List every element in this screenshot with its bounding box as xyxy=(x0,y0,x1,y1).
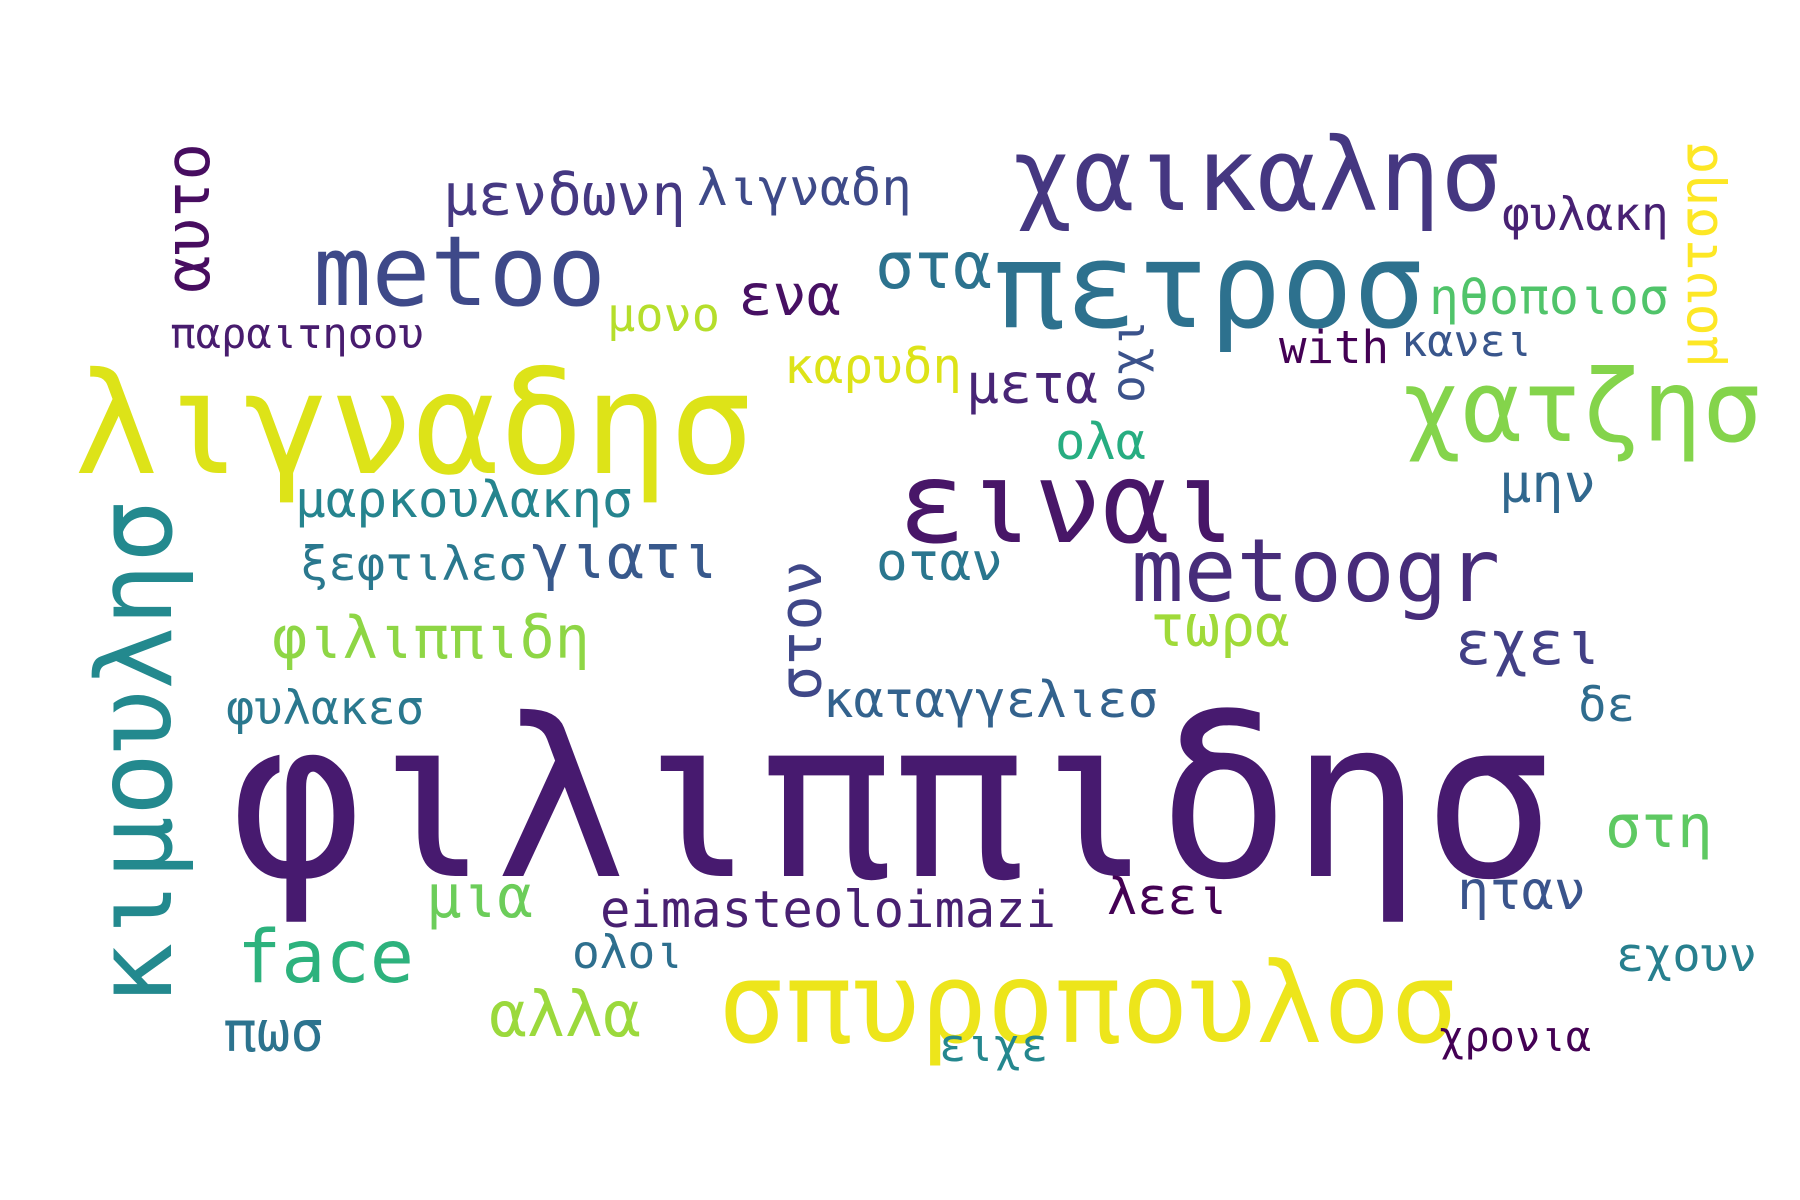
word-sta: στα xyxy=(875,229,993,305)
word-eimasteoloimazi: eimasteoloimazi xyxy=(600,879,1057,939)
word-petros: πετροσ xyxy=(993,217,1426,357)
word-oloi: ολοι xyxy=(572,925,684,980)
word-kanei: κανει xyxy=(1401,317,1532,368)
word-eiche: ειχε xyxy=(939,1018,1049,1072)
word-kimoulis: κιμουλησ xyxy=(72,499,196,1006)
word-lignadis: λιγναδησ xyxy=(74,343,755,508)
word-paraitisou: παραιτησου xyxy=(170,308,424,358)
word-fylakes: φυλακεσ xyxy=(226,680,425,736)
word-ena: ενα xyxy=(738,262,841,329)
word-lignadi: λιγναδη xyxy=(697,158,912,218)
word-with: with xyxy=(1279,320,1390,374)
word-leei: λεει xyxy=(1107,867,1228,927)
word-giati: γιατι xyxy=(532,519,719,593)
word-chronia: χρονια xyxy=(1439,1012,1592,1062)
word-ston: στον xyxy=(766,560,835,701)
word-metoo: metoo xyxy=(313,214,606,328)
word-tora: τωρα xyxy=(1150,592,1290,660)
word-otan: οταν xyxy=(876,531,1003,593)
word-metoogr: metoogr xyxy=(1131,519,1501,622)
word-chatzis: χατζησ xyxy=(1402,348,1763,466)
word-pos: πωσ xyxy=(223,999,324,1065)
word-moutsis: μουτσησ xyxy=(1666,142,1730,368)
word-alla: αλλα xyxy=(489,976,641,1051)
word-fylaki: φυλακη xyxy=(1502,186,1669,241)
word-markoulakis: μαρκουλακησ xyxy=(295,471,633,531)
word-face: face xyxy=(237,914,415,1000)
word-filippidi: φιλιππιδη xyxy=(272,604,590,673)
word-echei: εχει xyxy=(1455,609,1601,680)
word-itan: ηταν xyxy=(1457,859,1587,922)
word-de: δε xyxy=(1578,678,1636,734)
word-echoun: εχουν xyxy=(1616,928,1757,983)
word-afto: αυτο xyxy=(151,142,225,293)
word-xeftiles: ξεφτιλεσ xyxy=(300,537,527,593)
word-chaikalis: χαικαλησ xyxy=(1012,116,1502,234)
word-mendoni: μενδωνη xyxy=(443,161,687,230)
word-katangelies: καταγγελιεσ xyxy=(823,670,1159,730)
word-ola: ολα xyxy=(1055,412,1147,472)
word-ochi: οχι xyxy=(1100,319,1155,404)
word-ithopoios: ηθοποιοσ xyxy=(1429,267,1669,326)
word-einai: ειναι xyxy=(898,437,1238,570)
word-mono: μονο xyxy=(607,288,720,344)
word-sti: στη xyxy=(1605,792,1714,863)
word-karydi: καρυδη xyxy=(784,336,963,395)
word-spyropoulos: σπυροπουλοσ xyxy=(718,938,1458,1069)
word-min: μην xyxy=(1499,451,1596,515)
word-meta: μετα xyxy=(966,351,1098,416)
word-filippidis: φιλιππιδησ xyxy=(230,671,1556,928)
word-mia: μια xyxy=(426,862,533,932)
